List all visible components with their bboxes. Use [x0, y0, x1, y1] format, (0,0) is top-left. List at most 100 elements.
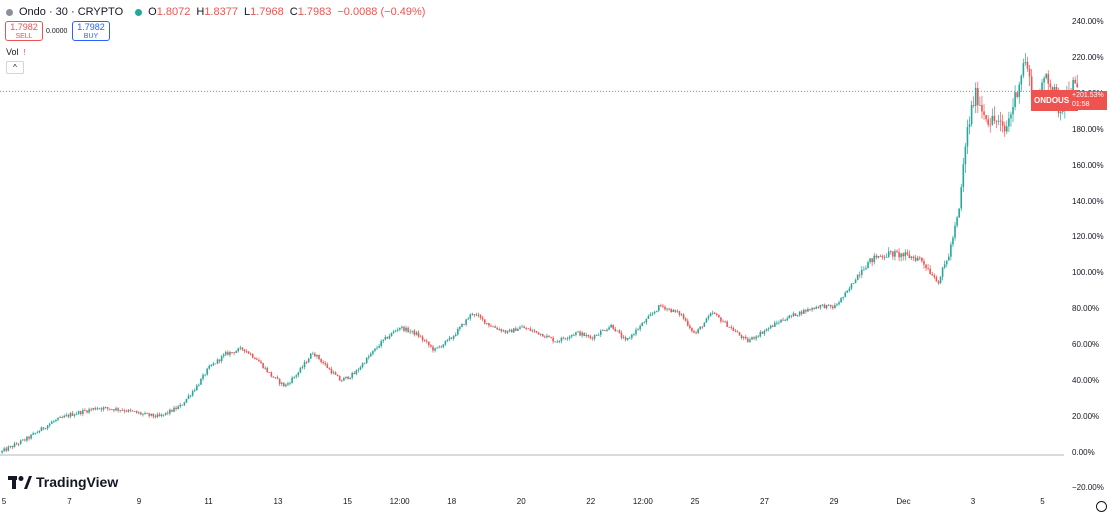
candle-body — [328, 367, 331, 369]
x-tick-label: 15 — [343, 497, 352, 506]
candle-body — [519, 327, 521, 330]
candle-body — [446, 339, 449, 341]
candle-body — [44, 428, 47, 430]
candle-body — [86, 410, 88, 413]
x-tick-label: 5 — [1040, 497, 1045, 506]
candle-body — [842, 296, 844, 299]
candle-body — [1061, 110, 1064, 112]
candle-body — [347, 376, 349, 379]
candle-body — [264, 367, 266, 369]
candle-body — [684, 318, 687, 321]
candle-body — [548, 335, 550, 338]
candle-body — [169, 409, 171, 414]
candle-body — [146, 413, 148, 414]
sell-button[interactable]: 1.7982 SELL — [5, 21, 43, 41]
candle-body — [231, 352, 233, 353]
candle-body — [732, 327, 735, 331]
candle-body — [127, 409, 130, 412]
candle-body — [817, 307, 820, 308]
candle-body — [599, 330, 602, 335]
candle-body — [305, 362, 308, 363]
candle-body — [245, 351, 248, 353]
symbol-title[interactable]: Ondo · 30 · CRYPTO — [19, 6, 124, 18]
candle-body — [856, 274, 859, 281]
candle-body — [589, 336, 592, 338]
buy-price: 1.7982 — [77, 22, 105, 32]
candle-body — [425, 340, 428, 342]
candle-body — [272, 376, 275, 378]
collapse-legend-icon[interactable]: ^ — [6, 61, 24, 74]
candle-body — [541, 333, 544, 337]
y-tick-label: 100.00% — [1072, 268, 1104, 278]
candle-body — [61, 417, 63, 419]
candle-body — [666, 308, 668, 310]
candle-body — [119, 410, 121, 411]
candle-body — [280, 382, 283, 384]
tradingview-logo[interactable]: TradingView — [8, 474, 118, 490]
candle-body — [274, 377, 277, 379]
candle-body — [11, 446, 14, 448]
y-tick-label: 60.00% — [1072, 340, 1100, 349]
candle-body — [48, 423, 51, 426]
candle-body — [50, 421, 53, 424]
candle-body — [330, 368, 333, 374]
candle-body — [939, 276, 942, 284]
candle-body — [854, 280, 857, 284]
candle-body — [1012, 107, 1014, 115]
buy-button[interactable]: 1.7982 BUY — [72, 21, 110, 41]
candle-body — [150, 413, 153, 416]
candle-body — [515, 328, 517, 331]
candle-body — [655, 310, 658, 312]
candle-body — [34, 432, 37, 434]
candle-body — [278, 378, 281, 384]
candle-body — [786, 318, 789, 321]
candle-body — [367, 356, 370, 358]
candle-body — [651, 313, 654, 315]
candle-body — [705, 318, 708, 323]
candle-body — [1014, 92, 1016, 108]
candle-body — [827, 304, 830, 306]
candle-body — [562, 337, 565, 339]
candle-body — [979, 104, 981, 106]
y-tick-label: 140.00% — [1072, 196, 1104, 206]
spread-value: 0.0000 — [46, 28, 68, 35]
candle-body — [1018, 84, 1021, 97]
tradingview-logo-icon — [8, 475, 32, 489]
candle-body — [322, 361, 324, 364]
ohlc-change: −0.0088 (−0.49%) — [337, 6, 426, 18]
volume-legend[interactable]: Vol! — [6, 47, 26, 57]
candle-body — [910, 256, 913, 258]
candle-body — [877, 255, 880, 258]
candle-body — [59, 417, 61, 419]
candle-body — [357, 369, 360, 371]
candle-body — [693, 331, 695, 333]
candle-body — [102, 407, 105, 410]
candle-body — [390, 332, 393, 337]
candle-body — [131, 410, 134, 412]
candle-body — [813, 307, 815, 309]
candle-body — [467, 318, 469, 320]
candle-body — [883, 257, 886, 258]
candle-body — [28, 436, 30, 439]
candle-body — [670, 308, 673, 313]
chart-settings-icon[interactable] — [1096, 501, 1107, 512]
candle-body — [104, 407, 107, 408]
candle-body — [67, 415, 70, 417]
candle-body — [726, 321, 728, 327]
candle-body — [993, 115, 996, 121]
candle-body — [701, 326, 704, 328]
candle-body — [960, 187, 963, 209]
candle-body — [668, 308, 670, 310]
candle-body — [858, 274, 861, 276]
candle-body — [703, 322, 706, 327]
candle-body — [1051, 87, 1054, 91]
x-tick-label: 5 — [1, 497, 7, 506]
candle-body — [991, 115, 994, 125]
candle-body — [525, 328, 527, 329]
candle-body — [303, 362, 306, 368]
candle-body — [873, 255, 876, 263]
candle-body — [1045, 74, 1047, 79]
volume-warning-icon: ! — [23, 48, 26, 57]
candle-body — [17, 443, 20, 445]
